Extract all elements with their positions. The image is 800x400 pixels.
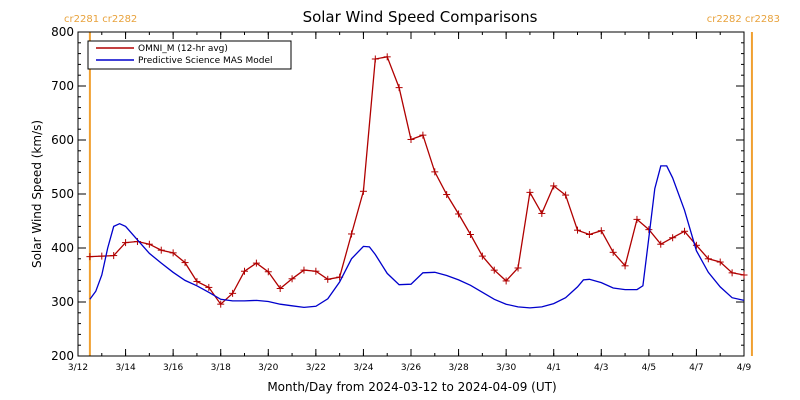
series-point — [145, 240, 153, 248]
y-tick-label: 500 — [51, 187, 74, 201]
carrington-marker-label: cr2282 cr2283 — [707, 14, 780, 25]
series-point — [241, 267, 248, 275]
series-point — [252, 259, 260, 267]
series-point — [621, 262, 629, 270]
series-point — [288, 275, 296, 283]
x-tick-label: 4/5 — [642, 363, 656, 373]
x-tick-label: 3/14 — [115, 363, 135, 373]
legend-entry-mas-model: Predictive Science MAS Model — [138, 56, 273, 66]
x-tick-label: 3/30 — [496, 363, 516, 373]
x-tick-label: 4/7 — [689, 363, 703, 373]
series-point — [98, 252, 106, 260]
series-point — [312, 267, 320, 275]
series-point — [514, 264, 522, 272]
series-point — [324, 275, 332, 283]
series-point — [419, 131, 427, 139]
legend-entry-omni: OMNI_M (12-hr avg) — [138, 44, 228, 54]
series-point — [502, 277, 510, 285]
x-axis-title: Month/Day from 2024-03-12 to 2024-04-09 … — [267, 380, 556, 394]
series-point — [371, 55, 379, 63]
y-tick-label: 200 — [51, 349, 74, 363]
series-layer — [86, 53, 748, 309]
y-axis-title: Solar Wind Speed (km/s) — [30, 120, 44, 268]
series-point — [609, 248, 617, 256]
y-tick-label: 600 — [51, 133, 74, 147]
x-tick-label: 4/9 — [737, 363, 752, 373]
y-axis-ticks: 200 300 400 500 600 700 800 — [51, 25, 744, 363]
series-point — [716, 258, 724, 266]
series-point — [657, 240, 665, 248]
legend-box — [87, 40, 292, 70]
series-point — [526, 188, 534, 196]
x-tick-label: 4/3 — [594, 363, 608, 373]
series-point — [86, 253, 94, 261]
legend: OMNI_M (12-hr avg) Predictive Science MA… — [87, 40, 292, 70]
series-point — [478, 252, 486, 260]
series-line-0 — [89, 56, 745, 306]
series-point — [193, 277, 201, 285]
x-tick-label: 3/20 — [258, 363, 278, 373]
series-point — [383, 53, 391, 61]
y-tick-label: 300 — [51, 295, 74, 309]
series-point — [681, 227, 689, 235]
series-point — [633, 215, 641, 223]
y-tick-label: 400 — [51, 241, 74, 255]
series-point — [574, 226, 581, 234]
series-point — [538, 209, 546, 217]
series-point — [407, 135, 415, 143]
x-tick-label: 3/22 — [306, 363, 326, 373]
series-point — [585, 231, 593, 238]
y-tick-label: 700 — [51, 79, 74, 93]
series-point — [490, 266, 498, 274]
series-point — [704, 255, 712, 263]
carrington-marker-label: cr2281 cr2282 — [64, 14, 137, 25]
series-point — [348, 230, 356, 238]
series-point — [597, 227, 605, 235]
series-point — [110, 252, 118, 260]
series-point — [562, 191, 570, 199]
x-tick-label: 3/16 — [163, 363, 183, 373]
series-point — [466, 231, 474, 238]
series-point — [443, 191, 451, 199]
series-point — [728, 269, 736, 277]
series-point — [359, 187, 367, 195]
series-line-1 — [89, 165, 745, 309]
series-point — [431, 168, 439, 176]
series-point — [217, 300, 225, 308]
series-point — [205, 283, 213, 291]
series-point — [692, 241, 700, 249]
series-point — [300, 266, 308, 274]
y-tick-label: 800 — [51, 25, 74, 39]
series-point — [276, 285, 284, 292]
x-tick-label: 3/24 — [353, 363, 373, 373]
x-tick-label: 3/28 — [448, 363, 468, 373]
series-point — [669, 234, 677, 242]
plot-frame — [77, 31, 745, 357]
x-tick-label: 3/26 — [401, 363, 421, 373]
x-tick-label: 3/12 — [68, 363, 88, 373]
series-point — [229, 289, 237, 297]
series-point — [455, 210, 463, 218]
series-point — [169, 249, 177, 257]
series-point — [264, 268, 272, 276]
chart-title: Solar Wind Speed Comparisons — [303, 8, 538, 26]
series-point — [550, 182, 558, 190]
x-tick-label: 4/1 — [546, 363, 560, 373]
series-point — [181, 259, 189, 267]
carrington-rotation-markers: cr2281 cr2282 cr2282 cr2283 — [64, 14, 780, 356]
x-tick-label: 3/18 — [211, 363, 231, 373]
x-axis-ticks: 3/12 3/14 3/16 3/18 3/20 3/22 3/24 3/26 3/28 3/30… — [68, 32, 752, 373]
series-point — [645, 226, 653, 234]
series-point — [157, 246, 165, 254]
series-point — [122, 239, 130, 247]
series-point — [740, 271, 748, 279]
series-point — [395, 84, 403, 92]
